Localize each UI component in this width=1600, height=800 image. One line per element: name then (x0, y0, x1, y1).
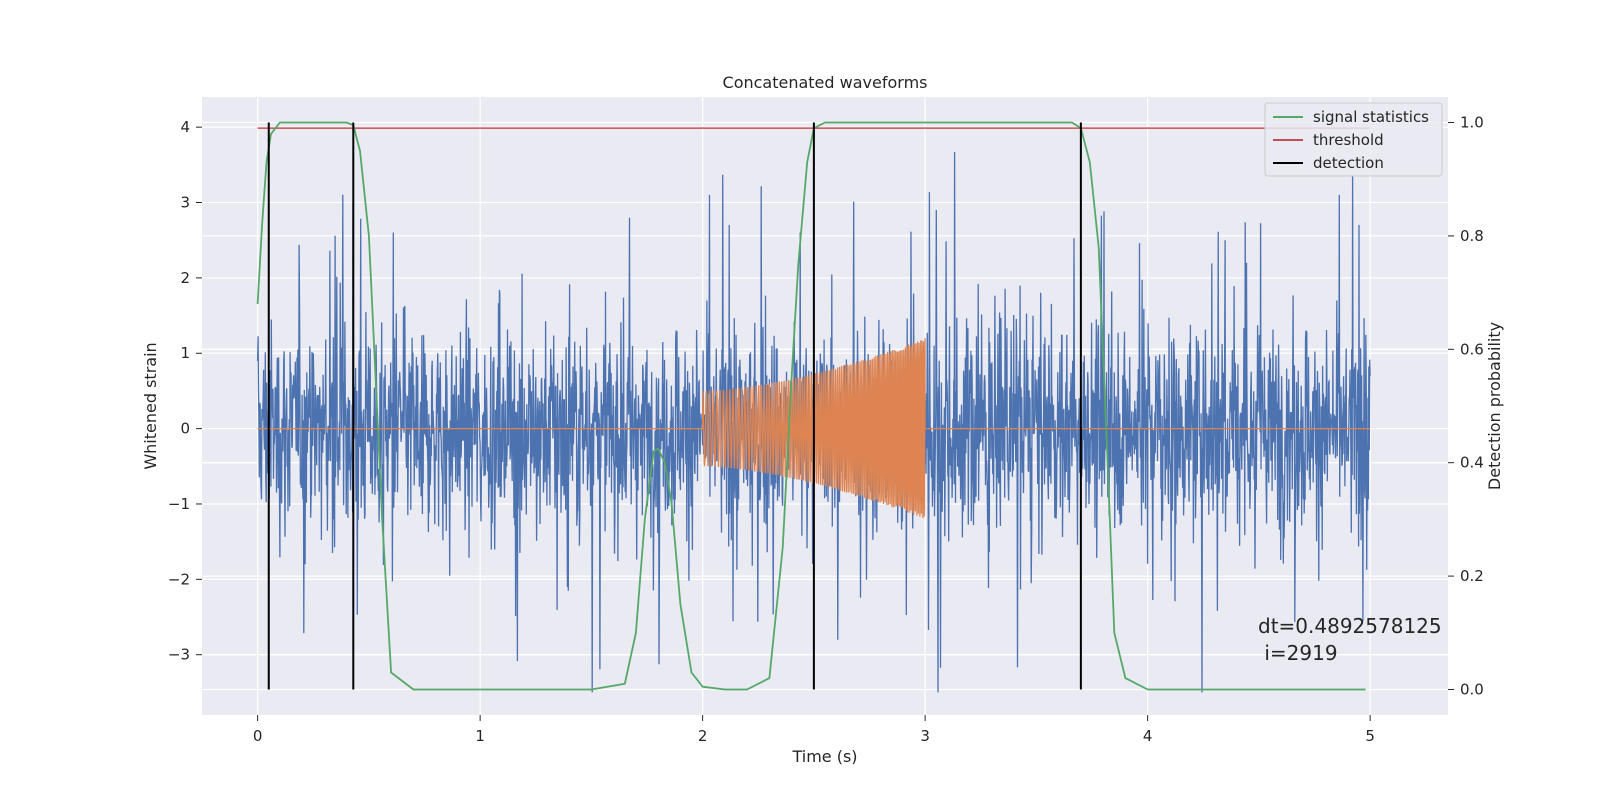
y-tick-label-right: 0.2 (1460, 567, 1484, 585)
y-tick-label-left: 4 (180, 118, 190, 136)
y-tick-label-left: −3 (168, 646, 190, 664)
signal-statistics-line (256, 121, 1366, 691)
y-tick-label-left: 3 (180, 194, 190, 212)
y-tick-label-left: −2 (168, 570, 190, 588)
y-tick-label-right: 0.8 (1460, 227, 1484, 245)
x-tick-label: 1 (475, 727, 485, 745)
axes: 0 1 2 3 4 5 −3 −2 −1 0 1 2 3 4 0.0 0.2 0.4 0.6 0.8 1.0 (168, 114, 1484, 745)
y-tick-label-right: 1.0 (1460, 114, 1484, 132)
y-tick-label-left: 0 (180, 420, 190, 438)
x-tick-label: 0 (253, 727, 263, 745)
legend-box (1264, 102, 1443, 177)
x-tick-label: 3 (920, 727, 930, 745)
x-tick-label: 4 (1143, 727, 1153, 745)
x-tick-label: 5 (1365, 727, 1375, 745)
annotation-dt: dt=0.4892578125 (1258, 614, 1442, 638)
legend-label: detection (1313, 154, 1384, 172)
y-tick-label-right: 0.6 (1460, 340, 1484, 358)
x-tick-label: 2 (698, 727, 708, 745)
y-tick-label-left: 1 (180, 344, 190, 362)
annotation-i: i=2919 (1258, 641, 1338, 665)
legend-label: threshold (1313, 131, 1384, 149)
x-axis-label: Time (s) (791, 747, 857, 766)
y-tick-label-left: −1 (168, 495, 190, 513)
chart-title: Concatenated waveforms (723, 73, 928, 92)
legend: signal statistics threshold detection (1264, 102, 1443, 177)
y-axis-label-right: Detection probability (1485, 322, 1504, 490)
y-tick-label-right: 0.0 (1460, 680, 1484, 698)
legend-label: signal statistics (1313, 108, 1429, 126)
y-tick-label-left: 2 (180, 269, 190, 287)
y-axis-label-left: Whitened strain (141, 342, 160, 469)
data-layer (256, 121, 1371, 693)
y-tick-label-right: 0.4 (1460, 454, 1484, 472)
